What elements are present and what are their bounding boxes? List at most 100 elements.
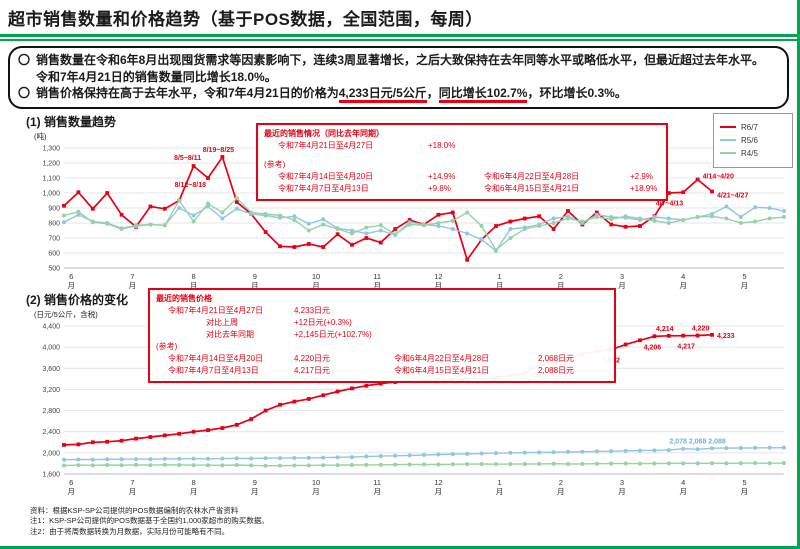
svg-text:500: 500 xyxy=(48,265,60,272)
svg-text:1,200: 1,200 xyxy=(42,160,60,167)
svg-text:4/7~4/13: 4/7~4/13 xyxy=(656,200,684,207)
note2-title: 最近的销售价格 xyxy=(156,293,212,303)
title-rule-thick xyxy=(0,34,797,37)
svg-text:月: 月 xyxy=(496,487,504,496)
svg-text:5: 5 xyxy=(742,272,746,281)
page-title: 超市销售数量和价格趋势（基于POS数据，全国范围，每周） xyxy=(8,10,483,29)
note2-r1c4: 2,068日元 xyxy=(538,353,575,363)
svg-text:月: 月 xyxy=(741,487,749,496)
note1-r1c4: +2.9% xyxy=(630,171,653,181)
svg-text:月: 月 xyxy=(312,487,320,496)
svg-text:4,214: 4,214 xyxy=(656,325,674,332)
svg-text:12: 12 xyxy=(434,478,442,487)
svg-text:1,100: 1,100 xyxy=(42,175,60,182)
note2-wow-row: 对比上周 +12日元(+0.3%) xyxy=(168,317,608,329)
svg-text:月: 月 xyxy=(312,281,320,290)
note2-yoy-label: 对比去年同期 xyxy=(206,329,254,339)
footnote-1: 注1：KSP-SP公司提供的POS数据基于全国约1,000家超市的购买数据。 xyxy=(30,516,269,526)
note1-current-value: +18.0% xyxy=(428,140,456,150)
svg-text:月: 月 xyxy=(496,281,504,290)
svg-text:700: 700 xyxy=(48,235,60,242)
note1-r1c1: 令和7年4月14日至4月20日 xyxy=(278,171,374,181)
footnotes: 资料：根据KSP-SP公司提供的POS数据编制的农林水产省资料 注1：KSP-S… xyxy=(30,506,797,538)
note2-ref-row-1: 令和7年4月14日至4月20日 4,220日元 令和6年4月22日至4月28日 … xyxy=(168,353,608,365)
svg-text:4,400: 4,400 xyxy=(42,323,60,330)
svg-text:4: 4 xyxy=(681,272,685,281)
section1-title: (1) 销售数量趋势 xyxy=(26,114,117,129)
svg-text:月: 月 xyxy=(557,487,565,496)
svg-text:7: 7 xyxy=(130,272,134,281)
svg-text:4,206: 4,206 xyxy=(644,344,662,351)
note2-r2c1: 令和7年4月7日至4月13日 xyxy=(168,365,259,375)
svg-text:6: 6 xyxy=(69,272,73,281)
svg-text:1: 1 xyxy=(498,272,502,281)
note1-r2c2: +9.8% xyxy=(428,183,451,193)
note2-r2c4: 2,088日元 xyxy=(538,365,575,375)
svg-text:4/21~4/27: 4/21~4/27 xyxy=(717,192,748,199)
note1-current-row: 令和7年4月21日至4月27日 +18.0% xyxy=(278,140,660,152)
svg-text:1,300: 1,300 xyxy=(42,145,60,152)
svg-text:2,800: 2,800 xyxy=(42,408,60,415)
bullet2-post: ，环比增长0.3%。 xyxy=(527,86,627,101)
bullet2-pre: 销售价格保持在高于去年水平，令和7年4月21日的价格为 xyxy=(36,86,339,101)
svg-text:1,600: 1,600 xyxy=(42,471,60,478)
svg-text:月: 月 xyxy=(251,281,258,290)
svg-text:月: 月 xyxy=(129,487,137,496)
bullet2-sep: ， xyxy=(426,86,439,101)
bullet2-price-underlined: 4,233日元/5公斤 xyxy=(338,86,427,104)
svg-text:月: 月 xyxy=(67,487,75,496)
note2-cur-value: 4,233日元 xyxy=(294,305,331,315)
legend-item-r67: R6/7 xyxy=(720,123,786,132)
legend-swatch-r56 xyxy=(720,139,736,142)
svg-text:9: 9 xyxy=(253,478,257,487)
section-sales-volume: (1) 销售数量趋势 (吨) R6/7 R5/6 R4/5 最近的销售情况（同比… xyxy=(26,112,797,290)
svg-text:3: 3 xyxy=(620,478,624,487)
price-unit-label: (日元/5公斤，含税) xyxy=(34,309,98,319)
note2-yoy-value: +2,145日元(+102.7%) xyxy=(294,329,372,339)
recent-price-note: 最近的销售价格 令和7年4月21日至4月27日 4,233日元 对比上周 +12… xyxy=(148,287,616,383)
svg-text:11: 11 xyxy=(373,478,381,487)
title-rule-thin xyxy=(0,39,797,41)
svg-text:月: 月 xyxy=(618,281,626,290)
note1-r2c4: +18.9% xyxy=(630,183,658,193)
svg-text:4,000: 4,000 xyxy=(42,344,60,351)
svg-text:4: 4 xyxy=(681,478,685,487)
svg-text:月: 月 xyxy=(373,281,381,290)
svg-text:月: 月 xyxy=(435,487,443,496)
header: 超市销售数量和价格趋势（基于POS数据，全国范围，每周） xyxy=(0,0,797,32)
svg-text:月: 月 xyxy=(129,281,137,290)
note2-wow-value: +12日元(+0.3%) xyxy=(294,317,352,327)
note1-title: 最近的销售情况（同比去年同期） xyxy=(264,128,384,138)
svg-text:800: 800 xyxy=(48,220,60,227)
svg-text:900: 900 xyxy=(48,205,60,212)
legend-item-r45: R4/5 xyxy=(720,149,786,158)
legend-swatch-r45 xyxy=(720,152,736,155)
svg-text:月: 月 xyxy=(373,487,381,496)
bullet2-yoy-underlined: 同比增长102.7% xyxy=(438,86,528,104)
svg-text:3,200: 3,200 xyxy=(42,387,60,394)
section2-title: (2) 销售价格的变化 xyxy=(26,292,129,307)
svg-text:月: 月 xyxy=(190,281,198,290)
note2-ref-label: (参考) xyxy=(156,341,178,351)
summary-bullet-1: 〇 销售数量在令和6年8月出现囤货需求等因素影响下，连续3周显著增长，之后大致保… xyxy=(18,52,775,85)
svg-text:月: 月 xyxy=(67,281,75,290)
section-sales-price: (2) 销售价格的变化 (日元/5公斤，含税) 最近的销售价格 令和7年4月21… xyxy=(26,287,797,503)
svg-text:月: 月 xyxy=(435,281,443,290)
svg-text:月: 月 xyxy=(741,281,749,290)
svg-text:600: 600 xyxy=(48,250,60,257)
svg-text:8: 8 xyxy=(192,478,196,487)
legend-swatch-r67 xyxy=(720,126,736,129)
svg-text:4/14~4/20: 4/14~4/20 xyxy=(703,173,734,180)
svg-text:2: 2 xyxy=(559,272,563,281)
svg-text:5: 5 xyxy=(742,478,746,487)
svg-text:4,217: 4,217 xyxy=(677,343,695,350)
legend-label-r45: R4/5 xyxy=(741,148,758,158)
note2-r2c3: 令和6年4月15日至4月21日 xyxy=(394,365,490,375)
summary-bullet-2: 〇 销售价格保持在高于去年水平，令和7年4月21日的价格为4,233日元/5公斤… xyxy=(18,85,775,104)
legend-label-r56: R5/6 xyxy=(741,135,758,145)
svg-text:10: 10 xyxy=(312,272,320,281)
svg-text:8/19~8/25: 8/19~8/25 xyxy=(203,147,234,154)
svg-text:6: 6 xyxy=(69,478,73,487)
bullet2-body: 销售价格保持在高于去年水平，令和7年4月21日的价格为4,233日元/5公斤，同… xyxy=(36,85,627,104)
svg-text:4,220: 4,220 xyxy=(692,325,710,332)
